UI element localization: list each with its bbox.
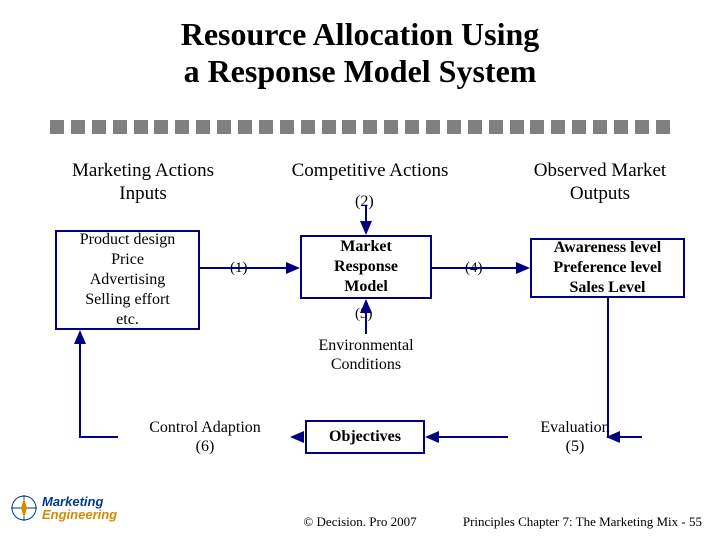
separator-bar — [50, 120, 670, 134]
logo-text: Marketing Engineering — [42, 495, 117, 521]
footer-page-ref: Principles Chapter 7: The Marketing Mix … — [463, 514, 702, 530]
heading-marketing-inputs: Marketing ActionsInputs — [48, 160, 238, 206]
title-line1: Resource Allocation Using — [181, 16, 540, 52]
heading-observed-outputs: Observed MarketOutputs — [505, 160, 695, 206]
label-competitive-num: (2) — [355, 192, 374, 211]
title-line2: a Response Model System — [184, 53, 537, 89]
slide: Resource Allocation Using a Response Mod… — [0, 0, 720, 540]
box-outputs: Awareness levelPreference levelSales Lev… — [530, 238, 685, 298]
heading-competitive-actions: Competitive Actions — [270, 160, 470, 183]
slide-title: Resource Allocation Using a Response Mod… — [0, 16, 720, 90]
logo: Marketing Engineering — [10, 494, 117, 522]
label-environmental: EnvironmentalConditions — [300, 336, 432, 374]
edge-label-3: (3) — [355, 306, 373, 323]
label-control-adaption: Control Adaption(6) — [120, 418, 290, 456]
label-evaluation: Evaluation(5) — [510, 418, 640, 456]
box-objectives: Objectives — [305, 420, 425, 454]
logo-word-2: Engineering — [42, 508, 117, 521]
compass-icon — [10, 494, 38, 522]
edge-label-4: (4) — [465, 260, 483, 277]
box-inputs: Product designPriceAdvertisingSelling ef… — [55, 230, 200, 330]
box-model: MarketResponseModel — [300, 235, 432, 299]
edge-label-1: (1) — [230, 260, 248, 277]
